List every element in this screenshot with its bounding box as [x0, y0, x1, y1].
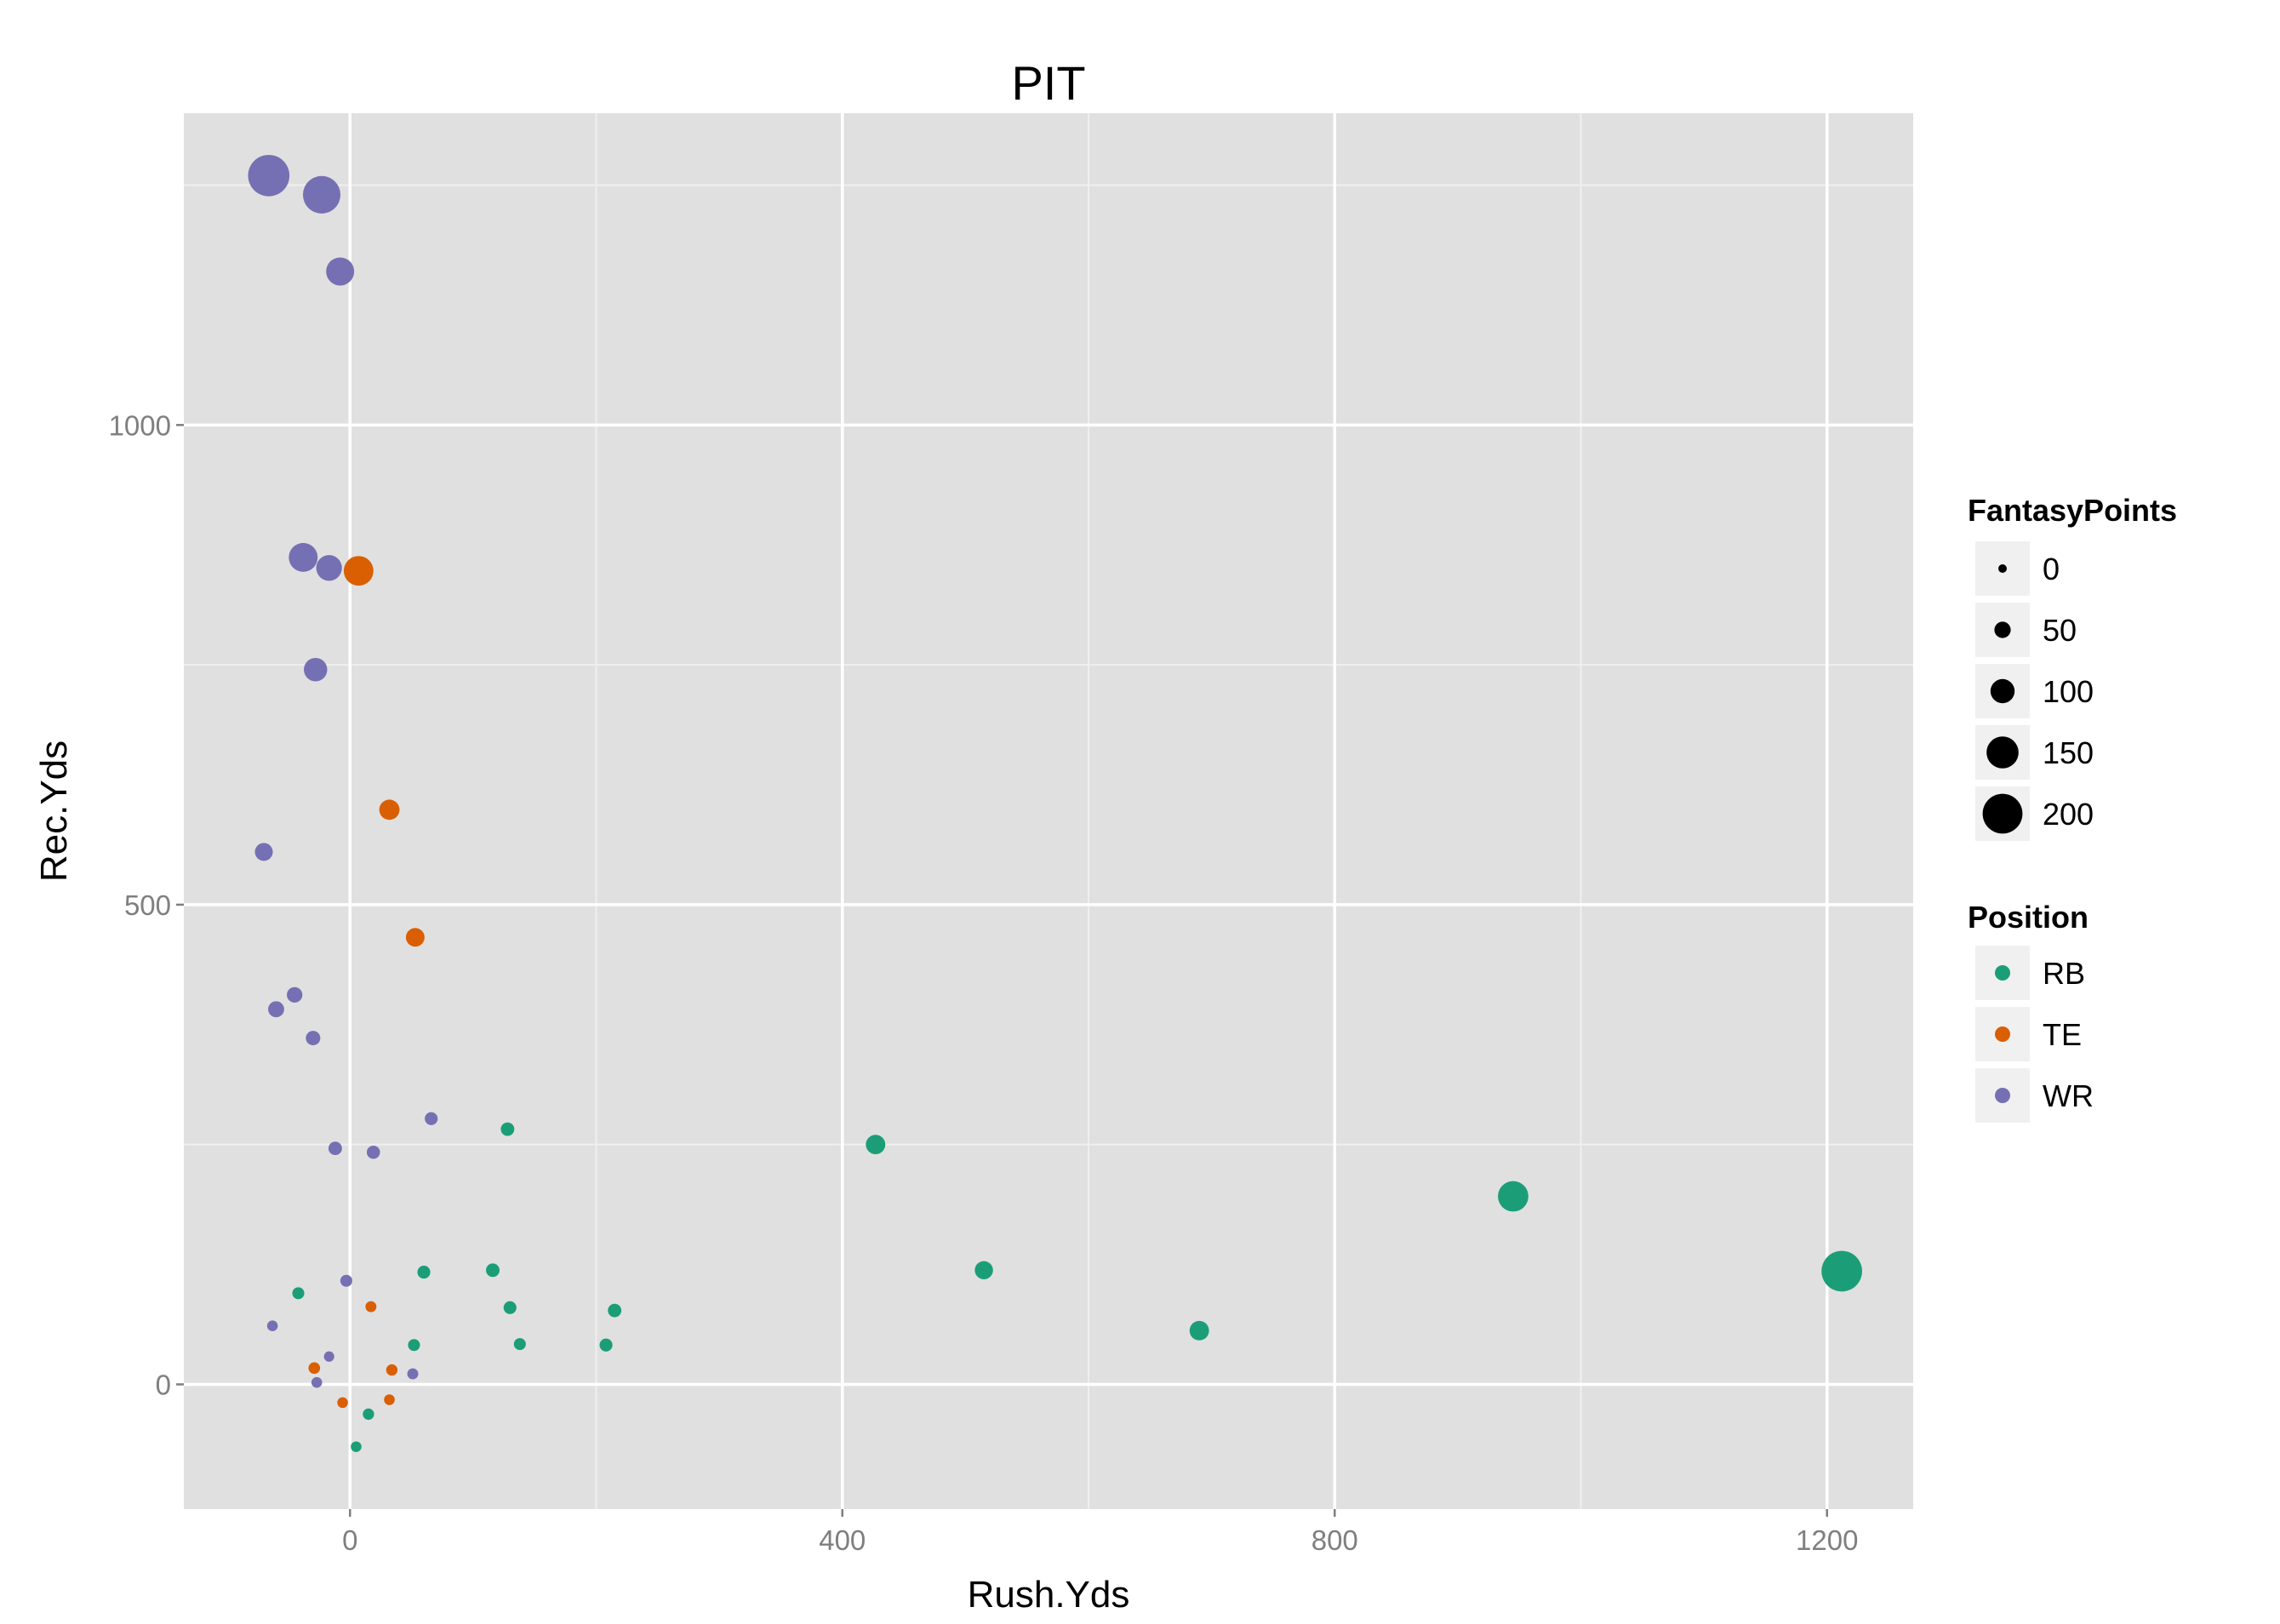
- data-point-wr: [323, 1351, 334, 1362]
- data-point-wr: [289, 542, 318, 572]
- data-point-wr: [248, 154, 290, 197]
- data-point-wr: [304, 658, 328, 682]
- data-point-te: [405, 928, 425, 947]
- legend-size-symbol: [1986, 736, 2019, 769]
- legend-position: Position RB TE WR: [1968, 900, 2094, 1124]
- legend-color-symbol-te: [1995, 1026, 2010, 1042]
- data-point-rb: [500, 1122, 515, 1136]
- data-point-te: [337, 1397, 348, 1409]
- data-points: [248, 154, 1862, 1453]
- data-point-te: [386, 1364, 398, 1376]
- data-point-wr: [306, 1031, 321, 1046]
- legend-size-label: 0: [2043, 552, 2060, 586]
- y-tick-label: 500: [124, 889, 171, 921]
- y-tick-label: 1000: [109, 409, 171, 441]
- data-point-rb: [363, 1408, 374, 1421]
- x-tick-label: 400: [819, 1524, 866, 1556]
- data-point-wr: [425, 1112, 438, 1125]
- data-point-te: [343, 556, 374, 586]
- data-point-rb: [1821, 1250, 1862, 1292]
- data-point-wr: [268, 1001, 284, 1018]
- data-point-wr: [316, 555, 342, 581]
- data-point-rb: [1498, 1181, 1529, 1212]
- data-point-wr: [328, 1141, 342, 1156]
- legend-size-key: [1974, 723, 2031, 781]
- data-point-rb: [1189, 1320, 1209, 1341]
- legend-size-symbol: [1990, 678, 2015, 704]
- y-axis-title: Rec.Yds: [33, 741, 75, 882]
- legend-fantasy-points: FantasyPoints 0 50 100 150 200: [1968, 493, 2177, 843]
- data-point-rb: [417, 1266, 431, 1279]
- data-point-wr: [287, 986, 303, 1003]
- x-axis-title: Rush.Yds: [968, 1574, 1130, 1615]
- legend-color-symbol-wr: [1995, 1088, 2010, 1103]
- legend-size-label: 150: [2043, 735, 2094, 770]
- data-point-rb: [408, 1339, 420, 1352]
- data-point-rb: [503, 1301, 517, 1314]
- data-point-wr: [266, 1320, 278, 1332]
- chart-title: PIT: [1011, 56, 1085, 110]
- legend-size-symbol: [1998, 564, 2007, 573]
- legend-color-title: Position: [1968, 900, 2089, 935]
- data-point-rb: [608, 1303, 622, 1318]
- legend-color-label: WR: [2043, 1078, 2094, 1113]
- legend-color-label: RB: [2043, 956, 2085, 991]
- data-point-te: [308, 1362, 321, 1375]
- data-point-rb: [351, 1441, 362, 1453]
- data-point-rb: [513, 1338, 526, 1351]
- data-point-te: [384, 1394, 395, 1405]
- legend-size-label: 200: [2043, 797, 2094, 832]
- legend-size-symbol: [1994, 621, 2011, 638]
- plot-panel: [184, 113, 1913, 1509]
- legend-size-symbol: [1982, 793, 2023, 834]
- legend-color-key: [1974, 1005, 2031, 1063]
- legend-color-label: TE: [2043, 1017, 2082, 1052]
- legend-size-label: 50: [2043, 613, 2077, 648]
- minor-gridlines: [184, 113, 1913, 1509]
- legend-color-symbol-rb: [1995, 965, 2010, 981]
- data-point-te: [365, 1301, 377, 1312]
- data-point-rb: [599, 1338, 613, 1352]
- data-point-rb: [974, 1261, 993, 1280]
- legend-size-title: FantasyPoints: [1968, 493, 2177, 528]
- data-point-wr: [302, 175, 341, 214]
- data-point-wr: [311, 1376, 323, 1388]
- legend-size-label: 100: [2043, 674, 2094, 709]
- x-tick-label: 800: [1311, 1524, 1358, 1556]
- x-tick-label: 0: [342, 1524, 357, 1556]
- data-point-rb: [486, 1263, 500, 1278]
- data-point-te: [379, 799, 400, 821]
- y-tick-label: 0: [156, 1369, 171, 1400]
- x-tick-label: 1200: [1796, 1524, 1858, 1556]
- data-point-rb: [866, 1135, 886, 1155]
- data-point-wr: [340, 1274, 352, 1287]
- data-point-wr: [407, 1368, 419, 1380]
- data-point-wr: [366, 1145, 380, 1159]
- data-point-wr: [254, 843, 273, 861]
- axes: 0 400 800 1200 0 500 1000: [109, 409, 1859, 1556]
- data-point-rb: [292, 1287, 305, 1300]
- data-point-wr: [326, 257, 355, 286]
